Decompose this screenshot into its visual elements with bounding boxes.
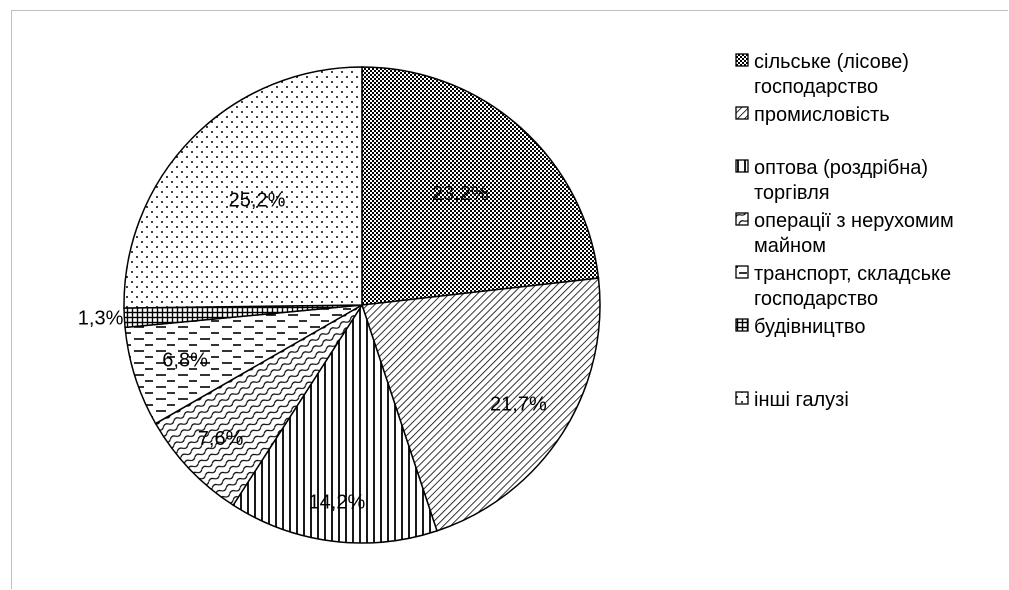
pie-slice [154, 304, 363, 507]
legend-label: оптова (роздрібна) [754, 157, 928, 179]
pie-data-label: 21,7% [490, 393, 547, 415]
legend-label: інші галузі [754, 389, 849, 411]
pie-slices [123, 66, 601, 544]
pie-data-label: 14,2% [309, 492, 366, 514]
pie-slice [123, 66, 363, 309]
pie-data-label: 25,2% [229, 190, 286, 212]
legend-swatch [735, 391, 749, 405]
pie-slice [232, 303, 438, 544]
legend-label: сільське (лісове) [754, 51, 909, 73]
pie-data-label: 23,2% [432, 183, 489, 205]
legend-label: господарство [754, 76, 878, 98]
legend-label: майном [754, 235, 826, 257]
pie-slice [360, 277, 601, 532]
legend-label: операції з нерухомим [754, 210, 954, 232]
legend-swatch [735, 159, 749, 173]
legend-label: торгівля [754, 182, 830, 204]
legend-swatch [735, 265, 749, 279]
legend-swatch [735, 53, 749, 67]
legend-label: господарство [754, 288, 878, 310]
legend-label: будівництво [754, 316, 865, 338]
pie-data-label: 1,3% [78, 307, 124, 329]
legend-label: промисловість [754, 104, 890, 126]
pie-data-label: 6,8% [162, 350, 208, 372]
legend-label: транспорт, складське [754, 263, 951, 285]
legend-swatch [735, 106, 749, 120]
pie-slice [361, 66, 600, 306]
pie-data-labels: 23,2% 21,7% 14,2% 7,6% 6,8% 1,3% 25,2% [78, 183, 547, 513]
pie-data-label: 7,6% [198, 428, 244, 450]
legend-swatch [735, 212, 749, 226]
legend: сільське (лісове) господарство промисловіс… [735, 51, 954, 411]
legend-swatch [735, 318, 749, 332]
